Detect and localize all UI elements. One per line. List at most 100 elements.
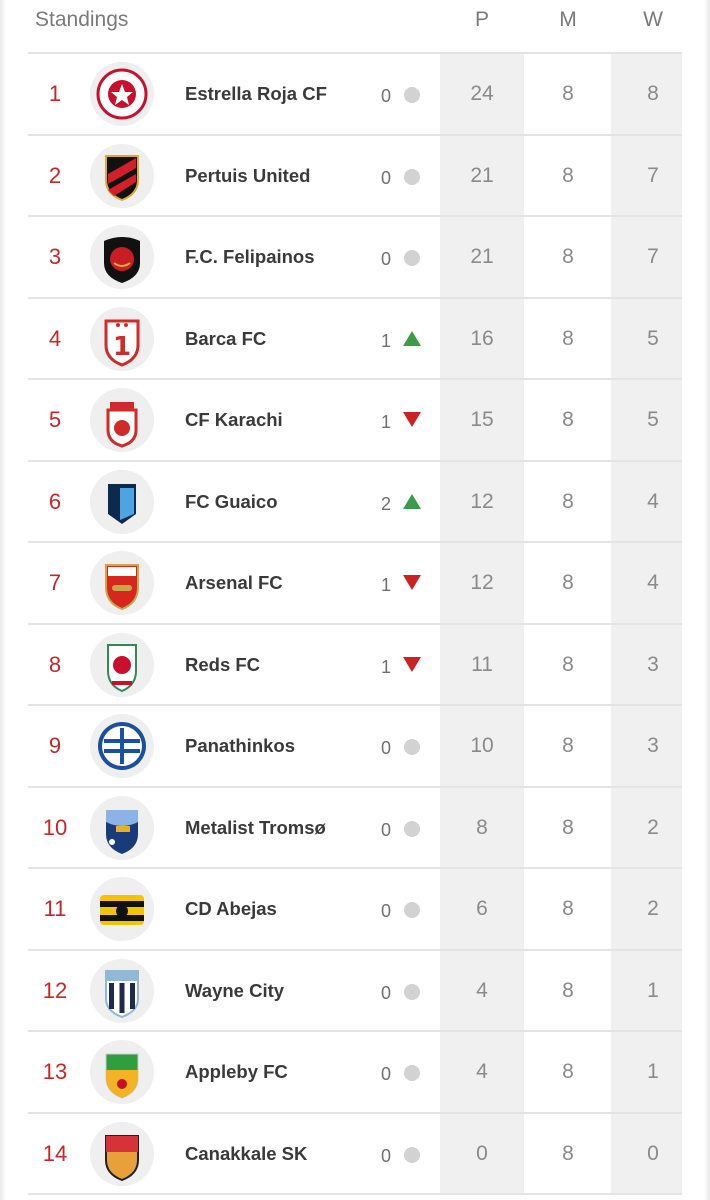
rank-number: 7: [48, 570, 62, 595]
arrow-up-icon: [403, 330, 421, 349]
wins-value: 5: [647, 326, 659, 350]
team-name[interactable]: Canakkale SK: [185, 1142, 308, 1164]
standings-row[interactable]: 8 Reds FC 1 11 8 3: [0, 625, 710, 706]
arrow-down-icon: [403, 575, 421, 593]
position-change: 0: [380, 1145, 391, 1166]
matches-value: 8: [562, 652, 574, 676]
position-change: 0: [380, 1064, 391, 1084]
row-divider: [28, 133, 682, 136]
team-name[interactable]: Appleby FC: [185, 1061, 288, 1082]
rank-number: 12: [42, 977, 68, 1003]
arrow-down-icon: [403, 656, 421, 675]
row-divider: [28, 378, 682, 380]
navy-stripe-shield-icon: [90, 958, 154, 1023]
position-change: 1: [380, 330, 391, 351]
no-change-dot-icon: [403, 738, 421, 756]
team-name[interactable]: CD Abejas: [185, 898, 277, 919]
wins-value: 7: [647, 163, 659, 187]
position-change: 0: [380, 249, 391, 269]
column-header-wins[interactable]: W: [643, 8, 663, 31]
green-lion-shield-icon: [90, 1040, 154, 1104]
team-name[interactable]: Arsenal FC: [185, 572, 283, 593]
standings-row[interactable]: 6 FC Guaico 2 12 8 4: [0, 462, 710, 543]
row-divider: [28, 215, 682, 217]
team-name[interactable]: Wayne City: [185, 979, 285, 1001]
matches-value: 8: [562, 1060, 574, 1083]
svg-text:1: 1: [113, 332, 131, 362]
matches-value: 8: [562, 326, 574, 350]
row-divider: [28, 459, 682, 462]
rank-number: 10: [42, 814, 68, 840]
no-change-dot-icon: [403, 1146, 421, 1164]
standings-header: Standings P M W: [0, 0, 710, 53]
card-right-edge: [704, 0, 710, 1200]
arrow-up-icon: [403, 493, 421, 512]
wins-value: 5: [647, 408, 659, 431]
position-change: 1: [380, 412, 391, 432]
matches-value: 8: [562, 408, 574, 431]
team-name[interactable]: Panathinkos: [185, 735, 295, 756]
team-name[interactable]: F.C. Felipainos: [185, 246, 315, 267]
position-change: 0: [380, 167, 391, 188]
column-header-matches[interactable]: M: [559, 8, 577, 31]
no-change-dot-icon: [403, 1064, 421, 1082]
team-name[interactable]: Estrella Roja CF: [185, 83, 327, 104]
team-name[interactable]: Pertuis United: [185, 164, 311, 186]
matches-value: 8: [562, 489, 574, 513]
wins-value: 4: [647, 489, 659, 513]
standings-row[interactable]: 3 F.C. Felipainos 0 21 8 7: [0, 217, 710, 299]
position-change: 1: [380, 575, 391, 595]
number-one-shield-icon: 1: [90, 306, 154, 371]
position-change: 0: [380, 901, 391, 921]
team-name[interactable]: Metalist Tromsø: [185, 816, 326, 838]
team-name[interactable]: CF Karachi: [185, 409, 283, 430]
standings-row[interactable]: 10 Metalist Tromsø 0 8 8 2: [0, 788, 710, 869]
standings-row[interactable]: 11 CD Abejas 0 6 8 2: [0, 869, 710, 951]
no-change-dot-icon: [403, 86, 421, 104]
arsenal-cannon-crest-icon: [90, 551, 154, 615]
bee-stripe-crest-icon: [90, 877, 154, 941]
standings-row[interactable]: 12 Wayne City 0 4 8 1: [0, 951, 710, 1032]
rank-number: 11: [43, 896, 67, 921]
red-orange-shield-icon: [90, 1121, 154, 1186]
matches-value: 8: [562, 734, 574, 757]
standings-title: Standings: [35, 8, 129, 31]
standings-row[interactable]: 7 Arsenal FC 1 12 8 4: [0, 543, 710, 625]
liverbird-crest-icon: [90, 632, 154, 697]
matches-value: 8: [562, 1141, 574, 1165]
wins-value: 4: [647, 571, 659, 594]
rank-number: 1: [48, 81, 62, 106]
card-left-edge: [0, 0, 6, 1200]
standings-row[interactable]: 14 Canakkale SK 0 0 8 0: [0, 1114, 710, 1195]
row-divider: [28, 785, 682, 788]
rank-number: 6: [48, 488, 62, 514]
position-change: 0: [380, 982, 391, 1003]
standings-row[interactable]: 4 1 Barca FC 1 16 8 5: [0, 299, 710, 380]
standings-row[interactable]: 2 Pertuis United 0 21 8 7: [0, 136, 710, 217]
column-header-points[interactable]: P: [474, 8, 489, 31]
points-value: 15: [470, 408, 494, 431]
team-name[interactable]: FC Guaico: [185, 490, 278, 512]
position-change: 0: [380, 819, 391, 840]
matches-value: 8: [562, 897, 574, 920]
crvena-star-crest-icon: [90, 62, 154, 126]
points-value: 21: [470, 163, 494, 187]
standings-row[interactable]: 13 Appleby FC 0 4 8 1: [0, 1032, 710, 1114]
team-name[interactable]: Reds FC: [185, 653, 261, 675]
points-value: 4: [476, 978, 488, 1002]
position-change: 2: [380, 493, 391, 514]
standings-row[interactable]: 9 Panathinkos 0 10 8 3: [0, 706, 710, 788]
wins-value: 0: [647, 1141, 659, 1165]
standings-row[interactable]: 5 CF Karachi 1 15 8 5: [0, 380, 710, 462]
points-value: 12: [470, 571, 494, 594]
standings-row[interactable]: 1 Estrella Roja CF 0 24 8 8: [0, 54, 710, 136]
points-value: 0: [476, 1141, 488, 1165]
no-change-dot-icon: [403, 820, 421, 838]
matches-value: 8: [562, 815, 574, 839]
team-name[interactable]: Barca FC: [185, 327, 267, 349]
rank-number: 2: [48, 162, 62, 188]
row-divider: [28, 948, 682, 951]
matches-value: 8: [562, 978, 574, 1002]
row-divider: [28, 1111, 682, 1114]
